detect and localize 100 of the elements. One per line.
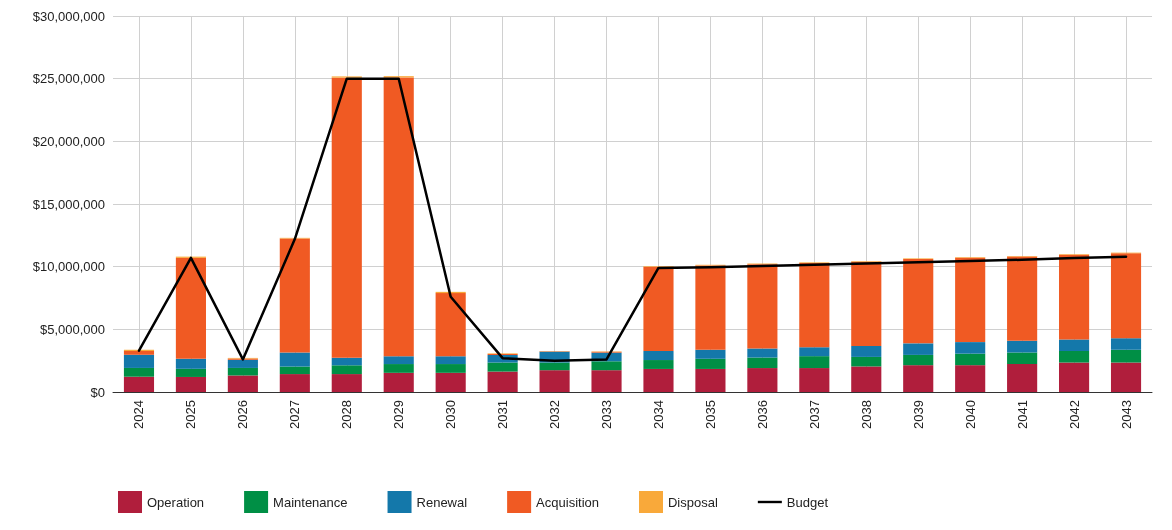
bar [1007, 363, 1038, 392]
line-series [137, 77, 1128, 362]
bar [175, 358, 206, 369]
bar [383, 356, 414, 365]
bar [1059, 362, 1090, 392]
bar [435, 356, 466, 365]
x-tick-label: 2034 [650, 400, 666, 429]
bar [955, 353, 986, 366]
bar [279, 366, 310, 375]
x-tick-label: 2033 [599, 400, 615, 429]
x-tick-label: 2031 [495, 400, 511, 429]
bar [123, 376, 155, 392]
bar [903, 354, 934, 366]
x-tick-label: 2026 [235, 400, 251, 429]
bar [643, 368, 674, 392]
bar [1110, 349, 1142, 363]
bar [643, 351, 674, 361]
legend-label: Renewal [416, 494, 468, 510]
bar [1059, 351, 1090, 363]
bar [175, 257, 206, 359]
y-tick-label: $5,000,000 [39, 321, 105, 337]
x-tick-label: 2036 [754, 400, 770, 429]
x-tick-label: 2040 [962, 400, 978, 429]
bar [591, 361, 622, 371]
x-tick-label: 2024 [131, 400, 147, 429]
x-tick-label: 2035 [702, 400, 718, 429]
bar [1007, 256, 1038, 341]
bar [1059, 254, 1090, 340]
bar [643, 360, 674, 369]
bar [747, 368, 778, 392]
bar [903, 259, 934, 344]
legend-label: Disposal [667, 494, 718, 510]
y-tick-label: $30,000,000 [32, 8, 105, 24]
bar [227, 375, 258, 392]
bar [799, 262, 830, 348]
bar [279, 374, 310, 392]
bar [851, 366, 882, 392]
bar [591, 370, 622, 392]
bar [747, 357, 778, 369]
bar [227, 367, 258, 376]
bar [123, 354, 155, 368]
bar [1110, 362, 1142, 392]
x-tick-label: 2025 [183, 400, 199, 429]
bar [435, 364, 466, 373]
bar [539, 370, 570, 392]
y-tick-label: $0 [90, 384, 105, 400]
bar [227, 359, 258, 368]
bar [799, 356, 830, 369]
bar [487, 362, 518, 372]
y-tick-label: $20,000,000 [32, 133, 105, 149]
bar [903, 343, 934, 355]
bar [851, 261, 882, 346]
y-tick-label: $15,000,000 [32, 196, 105, 212]
bar [279, 352, 310, 367]
x-tick-label: 2029 [391, 400, 407, 429]
x-tick-label: 2037 [806, 400, 822, 429]
x-tick-label: 2038 [858, 400, 874, 429]
bar [695, 358, 726, 369]
bar [175, 368, 206, 377]
x-tick-label: 2027 [287, 400, 303, 429]
bar [1007, 340, 1038, 353]
bar [331, 374, 362, 392]
legend-label: Acquisition [536, 494, 599, 510]
y-tick-label: $10,000,000 [32, 259, 105, 275]
bar [903, 365, 934, 392]
bar [175, 376, 206, 392]
bar [955, 342, 986, 354]
x-tick-label: 2042 [1066, 400, 1082, 429]
legend-label: Maintenance [273, 494, 348, 510]
bar [955, 257, 986, 343]
bar [747, 348, 778, 358]
bar [1110, 253, 1142, 339]
bar [435, 293, 466, 357]
bar [1110, 338, 1142, 350]
x-tick-label: 2028 [339, 400, 355, 429]
bar [695, 368, 726, 392]
bar [487, 371, 518, 392]
bar [955, 365, 986, 392]
bar [851, 356, 882, 367]
x-tick-label: 2039 [910, 400, 926, 429]
bar [383, 77, 414, 357]
bar [123, 351, 155, 355]
legend-label: Budget [786, 494, 829, 510]
bar [383, 372, 414, 392]
bar [539, 362, 570, 371]
x-tick-label: 2041 [1014, 400, 1030, 429]
bar [1007, 352, 1038, 364]
bar [435, 372, 466, 392]
bar [331, 357, 362, 366]
bar [695, 349, 726, 359]
bar [695, 265, 726, 350]
bar [331, 77, 362, 358]
bar [383, 364, 414, 373]
legend-label: Operation [147, 494, 205, 510]
bar [1059, 339, 1090, 352]
x-tick-label: 2043 [1118, 400, 1134, 429]
bar [123, 367, 155, 377]
bar [331, 365, 362, 375]
bar [851, 346, 882, 357]
y-tick-label: $25,000,000 [32, 71, 105, 87]
